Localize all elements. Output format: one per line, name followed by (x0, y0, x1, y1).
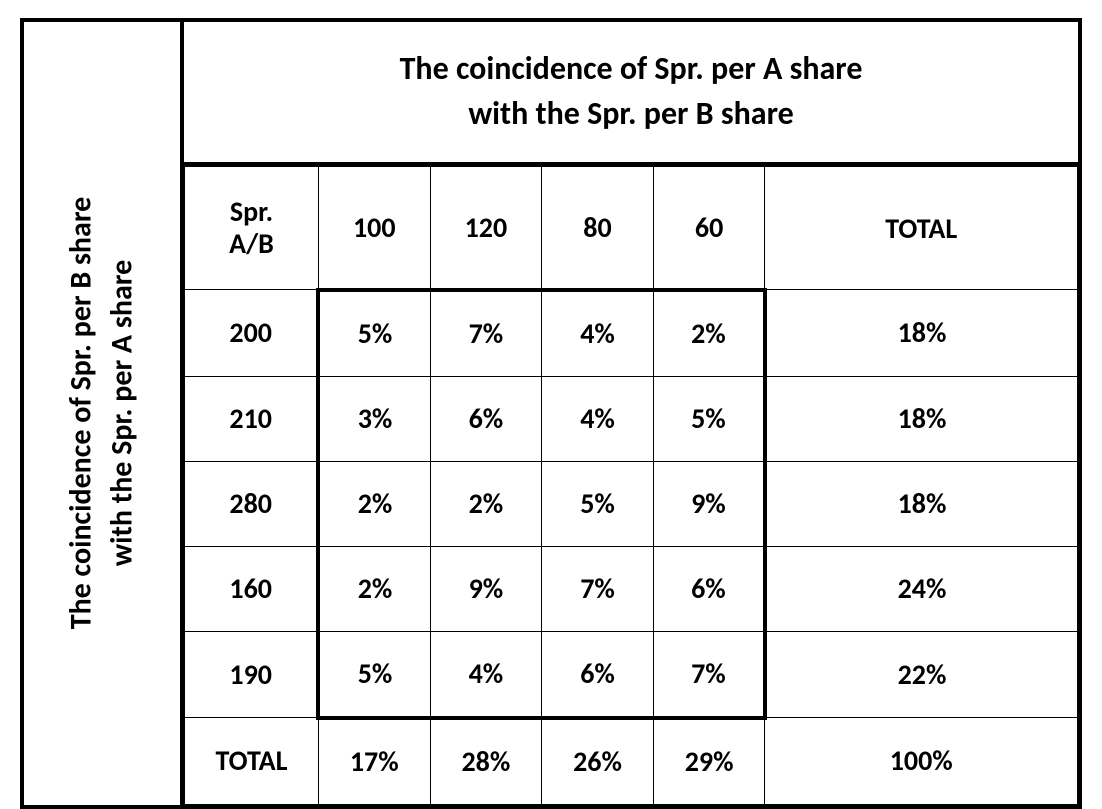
corner-line2: A/B (189, 228, 314, 260)
data-cell: 6% (430, 376, 542, 461)
data-row: 280 2% 2% 5% 9% 18% (185, 461, 1078, 546)
row-total: 22% (765, 631, 1078, 718)
col-total: 29% (653, 718, 765, 805)
data-row: 190 5% 4% 6% 7% 22% (185, 631, 1078, 718)
coincidence-table: The coincidence of Spr. per B share with… (20, 18, 1082, 809)
col-total: 17% (318, 718, 430, 805)
top-title: The coincidence of Spr. per A share with… (184, 29, 1078, 155)
col-header: 60 (653, 167, 765, 290)
data-cell: 5% (542, 461, 654, 546)
row-label: 190 (185, 631, 319, 718)
data-cell: 7% (653, 631, 765, 718)
data-cell: 4% (542, 376, 654, 461)
side-label-line2: with the Spr. per A share (103, 260, 140, 566)
side-label-line1: The coincidence of Spr. per B share (63, 197, 100, 630)
data-cell: 9% (430, 546, 542, 631)
data-cell: 9% (653, 461, 765, 546)
data-row: 200 5% 7% 4% 2% 18% (185, 290, 1078, 377)
data-grid: Spr. A/B 100 120 80 60 TOTAL 200 5% 7% 4… (184, 166, 1078, 805)
total-col-header: TOTAL (765, 167, 1078, 290)
top-title-line2: with the Spr. per B share (468, 94, 793, 133)
data-cell: 4% (542, 290, 654, 377)
row-total: 18% (765, 461, 1078, 546)
col-header: 100 (318, 167, 430, 290)
data-cell: 5% (318, 290, 430, 377)
grand-total: 100% (765, 718, 1078, 805)
side-label-cell: The coincidence of Spr. per B share with… (22, 20, 182, 807)
data-cell: 2% (318, 461, 430, 546)
total-row: TOTAL 17% 28% 26% 29% 100% (185, 718, 1078, 805)
data-cell: 3% (318, 376, 430, 461)
data-cell: 6% (542, 631, 654, 718)
row-label: 280 (185, 461, 319, 546)
row-label: 160 (185, 546, 319, 631)
col-total: 28% (430, 718, 542, 805)
data-grid-cell: Spr. A/B 100 120 80 60 TOTAL 200 5% 7% 4… (182, 164, 1080, 807)
data-cell: 6% (653, 546, 765, 631)
data-cell: 4% (430, 631, 542, 718)
top-title-cell: The coincidence of Spr. per A share with… (182, 20, 1080, 164)
row-label: 200 (185, 290, 319, 377)
data-cell: 2% (653, 290, 765, 377)
row-label: 210 (185, 376, 319, 461)
side-label: The coincidence of Spr. per B share with… (62, 197, 143, 630)
data-cell: 5% (318, 631, 430, 718)
data-row: 210 3% 6% 4% 5% 18% (185, 376, 1078, 461)
top-title-line1: The coincidence of Spr. per A share (400, 49, 863, 88)
col-header: 120 (430, 167, 542, 290)
data-cell: 7% (542, 546, 654, 631)
total-row-label: TOTAL (185, 718, 319, 805)
col-total: 26% (542, 718, 654, 805)
corner-line1: Spr. (189, 196, 314, 228)
data-cell: 5% (653, 376, 765, 461)
row-total: 18% (765, 376, 1078, 461)
corner-cell: Spr. A/B (185, 167, 319, 290)
data-cell: 2% (430, 461, 542, 546)
header-row: Spr. A/B 100 120 80 60 TOTAL (185, 167, 1078, 290)
col-header: 80 (542, 167, 654, 290)
data-cell: 7% (430, 290, 542, 377)
row-total: 18% (765, 290, 1078, 377)
data-row: 160 2% 9% 7% 6% 24% (185, 546, 1078, 631)
row-total: 24% (765, 546, 1078, 631)
data-cell: 2% (318, 546, 430, 631)
